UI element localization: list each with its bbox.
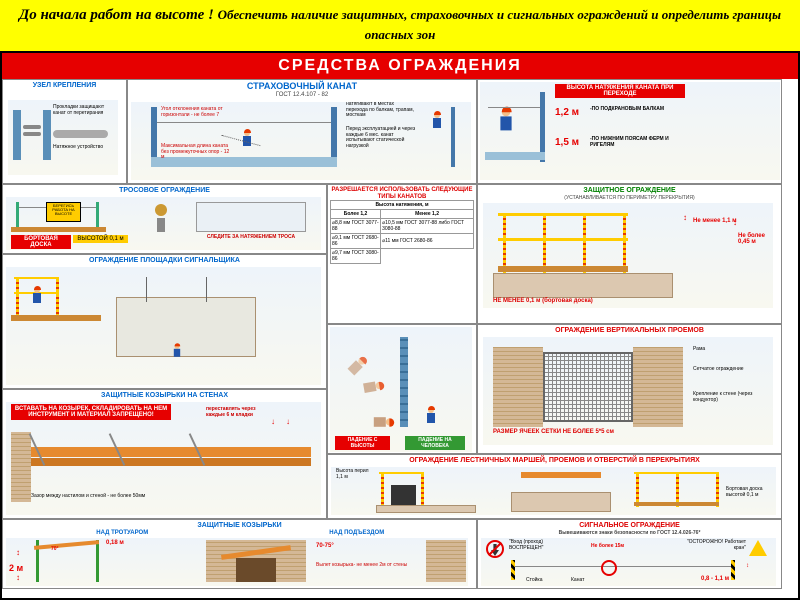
kanat-gost: ГОСТ 12.4.107 - 82 [130,92,474,98]
types-title: РАЗРЕШАЕТСЯ ИСПОЛЬЗОВАТЬ СЛЕДУЮЩИЕ ТИПЫ … [330,187,474,200]
c1: Более 1,2 [331,210,381,219]
cell-types: РАЗРЕШАЕТСЯ ИСПОЛЬЗОВАТЬ СЛЕДУЮЩИЕ ТИПЫ … [327,184,477,324]
cell-falling: ПАДЕНИЕ С ВЫСОТЫ ПАДЕНИЕ НА ЧЕЛОВЕКА [327,324,477,454]
header-banner: До начала работ на высоте ! Обеспечить н… [0,0,800,51]
h15-label: -ПО НИЖНИМ ПОЯСАМ ФЕРМ И РИГЕЛЯМ [590,137,680,148]
uzel-title: УЗЕЛ КРЕПЛЕНИЯ [5,82,124,90]
kozyrki-warn: ВСТАВАТЬ НА КОЗЫРЕК, СКЛАДИРОВАТЬ НА НЕМ… [11,404,171,420]
setka: Сетчатое ограждение [693,367,753,373]
col1: НАД ТРОТУАРОМ [5,530,240,536]
h12: 1,2 м [555,107,579,118]
vylet: Вылет козырька- не менее 2м от стены [316,563,416,569]
cell-lestnits: ОГРАЖДЕНИЕ ЛЕСТНИЧНЫХ МАРШЕЙ, ПРОЕМОВ И … [327,454,782,519]
h12-label: -ПО ПОДКРАНОВЫМ БАЛКАМ [590,107,680,113]
zashitnoe-sub: (УСТАНАВЛИВАЕТСЯ ПО ПЕРИМЕТРУ ПЕРЕКРЫТИЯ… [480,195,779,201]
s2: "ОСТОРОЖНО! Работает кран" [681,540,746,551]
zazor: Зазор между настилом и стеной - не более… [31,494,151,500]
rama: Рама [693,347,705,353]
r3a: ⌀9,7 мм ГОСТ 3080-86 [331,249,381,264]
cell-uzel: УЗЕЛ КРЕПЛЕНИЯ Прокладки защищают канат … [2,79,127,184]
header-line1: До начала работ на высоте ! [19,7,214,23]
koz2-title: ЗАЩИТНЫЕ КОЗЫРЬКИ [197,522,281,530]
peril-h: Высота перил 1,1 м [336,469,376,480]
cell-kozyrki2: ЗАЩИТНЫЕ КОЗЫРЬКИ НАД ТРОТУАРОМ НАД ПОДЪ… [2,519,477,589]
dim08: 0,8 - 1,1 м [701,576,729,582]
stoika: Стойка [526,578,543,584]
uzel-note2: Натяжное устройство [53,145,113,151]
th: Высота натяжения, м [331,201,474,210]
board-height: ВЫСОТОЙ 0,1 м [73,235,128,243]
fall-green: ПАДЕНИЕ НА ЧЕЛОВЕКА [405,436,465,450]
cell-zashitnoe: ЗАЩИТНОЕ ОГРАЖДЕНИЕ (УСТАНАВЛИВАЕТСЯ ПО … [477,184,782,324]
uzel-note: Прокладки защищают канат от перетирания [53,105,113,116]
zashitnoe-title: ЗАЩИТНОЕ ОГРАЖДЕНИЕ [480,187,779,195]
types-table: Высота натяжения, м Более 1,2Менее 1,2 ⌀… [330,200,474,264]
mesh-size: РАЗМЕР ЯЧЕЕК СЕТКИ НЕ БОЛЕЕ 5*5 см [493,429,614,436]
angle7075: 70-75° [316,543,334,549]
kanat-lbl: Канат [571,578,584,584]
cell-kanat: СТРАХОВОЧНЫЙ КАНАТ ГОСТ 12.4.107 - 82 Уг… [127,79,477,184]
cell-vertikal: ОГРАЖДЕНИЕ ВЕРТИКАЛЬНЫХ ПРОЕМОВ Рама Сет… [477,324,782,454]
kanat-note1: Угол отклонения каната от горизонтали - … [161,107,226,118]
poster-title: СРЕДСТВА ОГРАЖДЕНИЯ [2,53,798,79]
zash-note: НЕ МЕНЕЕ 0,1 м (бортовая доска) [493,298,593,305]
krep: Крепление к стене (через кондуктор) [693,392,763,403]
h2m: 2 м [9,563,23,573]
fall-red: ПАДЕНИЕ С ВЫСОТЫ [335,436,390,450]
cell-signal: СИГНАЛЬНОЕ ОГРАЖДЕНИЕ Вывешиваются знаки… [477,519,782,589]
kanat-note2: Максимальная длина каната без промежуточ… [161,144,231,161]
angle70: 70° [51,546,59,552]
bort-h: Бортовая доска высотой 0,1 м [726,487,776,498]
cell-signalshik: ОГРАЖДЕНИЕ ПЛОЩАДКИ СИГНАЛЬЩИКА [2,254,327,389]
c2: Менее 1,2 [381,210,474,219]
height-title: ВЫСОТА НАТЯЖЕНИЯ КАНАТА ПРИ ПЕРЕХОДЕ [555,84,685,98]
cell-trosovoe: ТРОСОВОЕ ОГРАЖДЕНИЕ БЕРЕГИСЬ РАБОТА НА В… [2,184,327,254]
zash-h1: Не менее 1,1 м [693,218,737,224]
no-entry-sign [486,540,504,558]
r1a: ⌀8,8 мм ГОСТ 3077-88 [331,219,381,234]
signalshik-title: ОГРАЖДЕНИЕ ПЛОЩАДКИ СИГНАЛЬЩИКА [5,257,324,265]
trosovoe-title: ТРОСОВОЕ ОГРАЖДЕНИЕ [5,187,324,195]
r1b: ⌀10,5 мм ГОСТ 3077-88 либо ГОСТ 3080-88 [381,219,474,234]
zash-h2: Не более 0,45 м [738,233,773,245]
s1: "Вход (проход) ВОСПРЕЩЕН" [509,540,569,551]
watch-tension: СЛЕДИТЕ ЗА НАТЯЖЕНИЕМ ТРОСА [186,235,316,241]
col2: НАД ПОДЪЕЗДОМ [240,530,475,536]
not-more-15: Не более 15м [591,543,624,549]
cell-kozyrki-wall: ЗАЩИТНЫЕ КОЗЫРЬКИ НА СТЕНАХ ВСТАВАТЬ НА … [2,389,327,519]
vertikal-title: ОГРАЖДЕНИЕ ВЕРТИКАЛЬНЫХ ПРОЕМОВ [480,327,779,335]
signal-title: СИГНАЛЬНОЕ ОГРАЖДЕНИЕ [480,522,779,530]
header-line2: Обеспечить наличие защитных, страховочны… [218,7,781,42]
board-label: БОРТОВАЯ ДОСКА [11,235,71,249]
move6m: переставлять через каждые 6 м кладки [206,407,266,418]
signal-sub: Вывешиваются знаки безопасности по ГОСТ … [480,530,779,536]
r2a: ⌀9,1 мм ГОСТ 2680-86 [331,234,381,249]
h018: 0,18 м [106,540,124,546]
cell-kanat-heights: ВЫСОТА НАТЯЖЕНИЯ КАНАТА ПРИ ПЕРЕХОДЕ 1,2… [477,79,782,184]
kozyrki-wall-title: ЗАЩИТНЫЕ КОЗЫРЬКИ НА СТЕНАХ [5,392,324,400]
lestnits-title: ОГРАЖДЕНИЕ ЛЕСТНИЧНЫХ МАРШЕЙ, ПРОЕМОВ И … [330,457,779,465]
poster-grid: УЗЕЛ КРЕПЛЕНИЯ Прокладки защищают канат … [2,79,798,596]
safety-poster: СРЕДСТВА ОГРАЖДЕНИЯ УЗЕЛ КРЕПЛЕНИЯ Прокл… [2,53,798,598]
r2b: ⌀11 мм ГОСТ 2680-86 [381,234,474,249]
kanat-note4: Перед эксплуатацией и через каждые 6 мес… [346,127,421,149]
sign-high: БЕРЕГИСЬ РАБОТА НА ВЫСОТЕ [48,204,79,216]
kanat-title: СТРАХОВОЧНЫЙ КАНАТ [130,82,474,92]
kanat-note3: натягивают в местах перехода по балкам, … [346,102,416,119]
warning-sign [749,540,767,556]
h15: 1,5 м [555,137,579,148]
